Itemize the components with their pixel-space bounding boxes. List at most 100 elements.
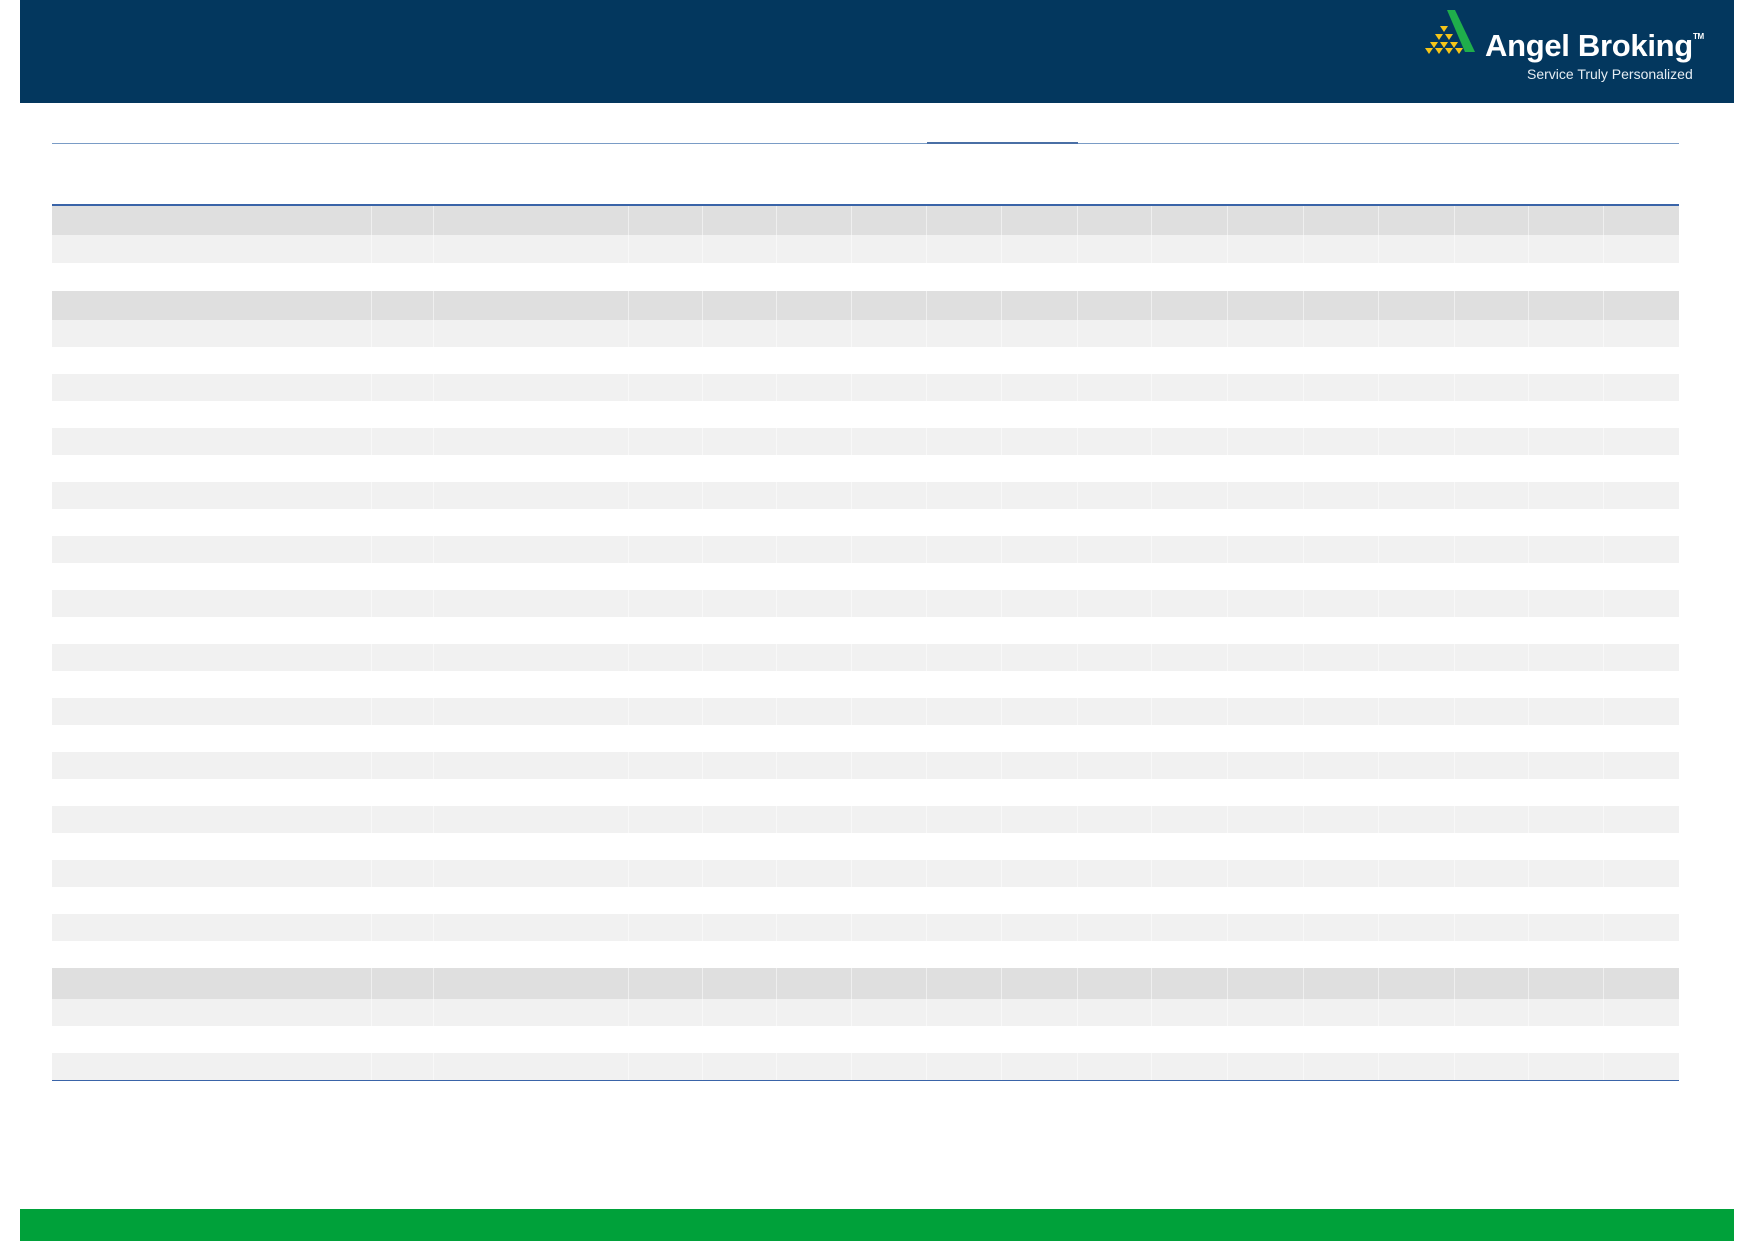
table-cell [1604, 671, 1679, 698]
table-cell [777, 752, 852, 779]
table-cell [1455, 536, 1529, 563]
table-cell [927, 291, 1002, 320]
table-cell [1529, 887, 1604, 914]
table-cell [1152, 617, 1228, 644]
table-cell [372, 833, 434, 860]
table-cell [1455, 968, 1529, 999]
table-cell [1604, 806, 1679, 833]
table-cell [1304, 698, 1379, 725]
table-cell [629, 590, 703, 617]
table-cell [372, 1053, 434, 1080]
table-cell [1078, 914, 1152, 941]
table-cell [52, 725, 372, 752]
table-cell [1078, 698, 1152, 725]
table-cell [1604, 725, 1679, 752]
table-cell [703, 941, 777, 968]
table-cell [434, 536, 629, 563]
table-cell [777, 235, 852, 263]
table-cell [434, 671, 629, 698]
table-cell [372, 806, 434, 833]
table-cell [777, 291, 852, 320]
table-cell [434, 482, 629, 509]
table-cell [434, 320, 629, 347]
table-cell [1379, 999, 1455, 1026]
table-cell [1455, 941, 1529, 968]
table-cell [1379, 1053, 1455, 1080]
table-cell [1379, 235, 1455, 263]
table-cell [52, 999, 372, 1026]
table-cell [1455, 644, 1529, 671]
table-cell [1152, 536, 1228, 563]
table-cell [629, 999, 703, 1026]
table-cell [852, 455, 927, 482]
table-cell [1455, 206, 1529, 235]
table-cell [927, 536, 1002, 563]
table-cell [1455, 374, 1529, 401]
table-cell [1078, 968, 1152, 999]
table-cell [1002, 235, 1078, 263]
table-cell [1228, 779, 1304, 806]
table-cell [1304, 752, 1379, 779]
table-cell [777, 374, 852, 401]
table-cell [1379, 563, 1455, 590]
table-cell [1379, 941, 1455, 968]
table-cell [703, 617, 777, 644]
angel-pyramid-logo-icon [1425, 10, 1475, 54]
table-cell [629, 914, 703, 941]
table-cell [1604, 455, 1679, 482]
table-cell [1529, 263, 1604, 291]
table-cell [1379, 401, 1455, 428]
table-cell [703, 263, 777, 291]
table-row [52, 914, 1679, 941]
table-cell [1455, 833, 1529, 860]
table-row [52, 644, 1679, 671]
table-cell [1002, 374, 1078, 401]
table-cell [1604, 617, 1679, 644]
table-cell [1152, 698, 1228, 725]
table-cell [1304, 1026, 1379, 1053]
table-cell [1455, 235, 1529, 263]
table-cell [1228, 752, 1304, 779]
table-cell [703, 860, 777, 887]
table-cell [1304, 482, 1379, 509]
table-cell [1604, 320, 1679, 347]
table-cell [852, 914, 927, 941]
table-row [52, 806, 1679, 833]
table-row [52, 320, 1679, 347]
table-cell [629, 617, 703, 644]
table-cell [1078, 536, 1152, 563]
table-cell [1455, 999, 1529, 1026]
table-cell [52, 509, 372, 536]
table-cell [1304, 671, 1379, 698]
table-cell [852, 291, 927, 320]
table-cell [434, 644, 629, 671]
table-cell [629, 860, 703, 887]
table-cell [1152, 401, 1228, 428]
table-cell [927, 263, 1002, 291]
table-cell [1304, 563, 1379, 590]
table-cell [1304, 509, 1379, 536]
table-cell [1304, 536, 1379, 563]
table-cell [927, 752, 1002, 779]
table-cell [1529, 428, 1604, 455]
table-cell [777, 725, 852, 752]
table-cell [629, 1053, 703, 1080]
table-cell [1529, 968, 1604, 999]
table-cell [777, 999, 852, 1026]
table-cell [927, 206, 1002, 235]
table-cell [372, 590, 434, 617]
table-cell [1604, 428, 1679, 455]
table-cell [1228, 941, 1304, 968]
table-cell [852, 860, 927, 887]
table-cell [1002, 752, 1078, 779]
table-cell [777, 320, 852, 347]
table-cell [372, 752, 434, 779]
table-cell [1304, 428, 1379, 455]
table-cell [52, 1026, 372, 1053]
table-cell [629, 941, 703, 968]
table-cell [1455, 347, 1529, 374]
table-cell [1304, 968, 1379, 999]
table-cell [1379, 263, 1455, 291]
table-cell [852, 887, 927, 914]
table-cell [629, 887, 703, 914]
